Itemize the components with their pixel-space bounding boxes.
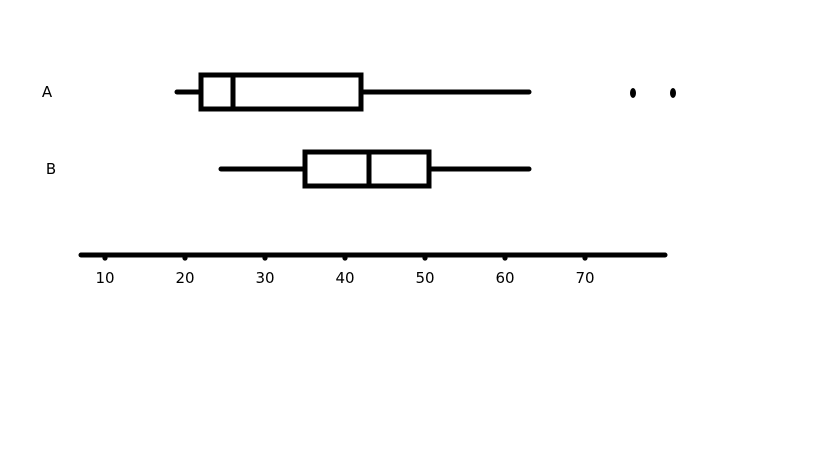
iqr-box (198, 72, 364, 112)
x-tick-label: 60 (495, 269, 514, 287)
x-tick-mark (342, 255, 348, 261)
box-B (218, 149, 532, 189)
box-A (174, 72, 676, 112)
category-label-A: A (42, 83, 53, 101)
x-tick-mark (182, 255, 188, 261)
boxes-layer (174, 72, 676, 189)
x-tick-label: 70 (575, 269, 594, 287)
x-tick-mark (502, 255, 508, 261)
x-axis: 10 20 30 40 50 60 70 (78, 252, 668, 287)
x-tick-mark (422, 255, 428, 261)
outlier-point (670, 88, 676, 98)
x-tick-mark (582, 255, 588, 261)
x-tick-label: 10 (95, 269, 114, 287)
x-tick-label: 50 (415, 269, 434, 287)
x-tick-mark (262, 255, 268, 261)
x-tick-label: 40 (335, 269, 354, 287)
outlier-point (630, 88, 636, 98)
category-labels: AB (42, 83, 56, 178)
x-tick-mark (102, 255, 108, 261)
x-tick-label: 20 (175, 269, 194, 287)
x-tick-label: 30 (255, 269, 274, 287)
category-label-B: B (46, 160, 56, 178)
